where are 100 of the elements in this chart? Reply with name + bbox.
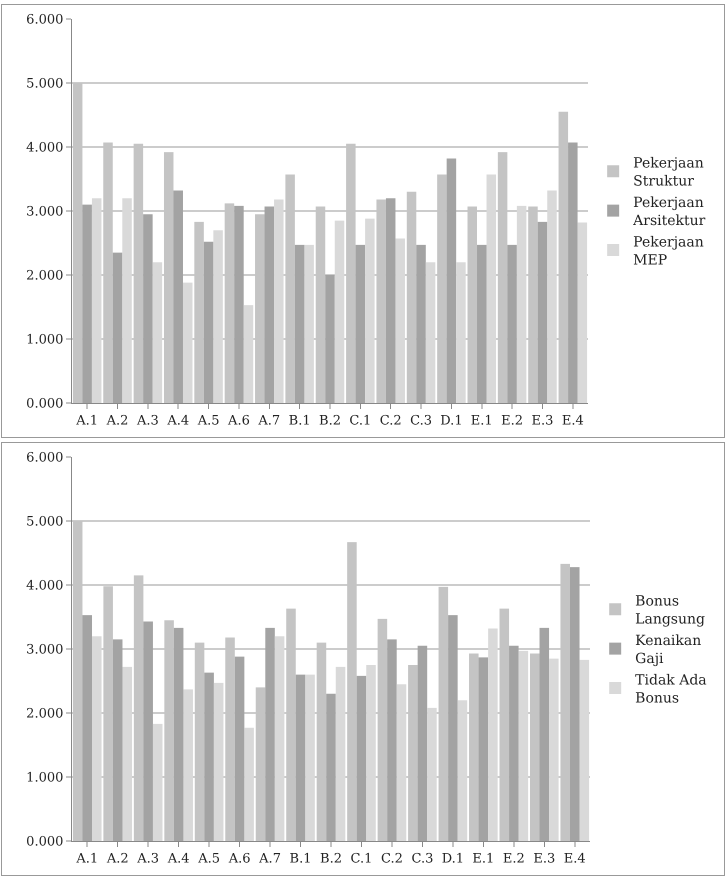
x-tick-label: B.1 <box>290 852 312 867</box>
bar <box>549 658 559 841</box>
bar <box>395 238 405 403</box>
bar <box>560 564 570 841</box>
bar <box>458 700 468 841</box>
x-tick-label: A.3 <box>136 414 159 429</box>
y-tick-label: 1.000 <box>26 332 64 348</box>
bar <box>143 214 153 403</box>
bar <box>214 682 224 841</box>
bar <box>478 657 488 841</box>
bar <box>103 586 113 841</box>
x-tick-label: C.1 <box>350 852 372 867</box>
x-tick-label: A.4 <box>166 852 190 867</box>
y-tick-label: 2.000 <box>26 268 64 284</box>
bar <box>316 206 326 403</box>
y-tick-label: 5.000 <box>26 514 64 530</box>
x-tick-label: E.3 <box>533 852 556 867</box>
bar <box>194 222 204 403</box>
bar <box>468 206 478 403</box>
bar <box>486 174 496 403</box>
bar <box>326 694 336 841</box>
x-tick-label: E.1 <box>470 414 493 429</box>
x-tick-label: C.3 <box>410 414 432 429</box>
bar <box>256 687 266 841</box>
x-tick-label: C.1 <box>349 414 372 429</box>
legend-label: Bonus Langsung <box>635 594 706 628</box>
bar <box>365 218 375 403</box>
x-tick-label: A.7 <box>258 852 281 867</box>
x-tick-label: B.2 <box>319 414 341 429</box>
x-tick-label: A.5 <box>196 414 220 429</box>
bar <box>213 230 223 403</box>
legend-label: Kenaikan Gaji <box>635 632 702 668</box>
bar <box>194 642 204 841</box>
bar <box>134 575 144 841</box>
x-tick-label: A.7 <box>257 414 280 429</box>
x-tick-label: E.1 <box>472 852 494 867</box>
bar <box>304 244 314 403</box>
legend-label: Pekerjaan MEP <box>633 234 704 269</box>
bar <box>376 199 386 403</box>
bar <box>334 220 344 403</box>
bar <box>477 244 487 403</box>
bar <box>500 608 510 841</box>
x-tick-label: A.6 <box>227 414 250 429</box>
x-tick-label: E.4 <box>564 852 586 867</box>
bar <box>437 174 447 403</box>
y-tick-label: 4.000 <box>26 578 64 594</box>
bar <box>488 628 498 841</box>
bar <box>507 244 517 403</box>
x-tick-label: E.2 <box>502 852 525 867</box>
x-tick-label: D.1 <box>442 852 464 867</box>
y-tick-label: 3.000 <box>26 204 64 220</box>
x-tick-label: A.1 <box>75 414 98 429</box>
bar <box>356 244 366 403</box>
bar <box>244 728 254 841</box>
bar <box>528 206 538 403</box>
bar <box>134 144 144 403</box>
bar <box>152 724 162 841</box>
bar <box>82 204 92 403</box>
bar <box>336 666 346 841</box>
bar <box>244 305 254 403</box>
bar <box>122 198 132 403</box>
x-tick-label: D.1 <box>440 414 463 429</box>
bar <box>438 586 448 841</box>
bar <box>416 244 426 403</box>
bar <box>274 636 284 841</box>
bar <box>112 252 122 403</box>
bar <box>103 142 113 403</box>
bar <box>558 112 568 403</box>
y-tick-label: 2.000 <box>26 706 64 722</box>
bar <box>82 615 92 841</box>
bar <box>538 222 548 403</box>
bar <box>547 190 557 403</box>
x-tick-label: A.1 <box>75 852 98 867</box>
bar <box>347 542 357 841</box>
bar <box>406 192 416 403</box>
bar <box>578 222 588 403</box>
y-tick-label: 5.000 <box>26 76 64 92</box>
bar <box>396 684 406 841</box>
x-tick-label: E.3 <box>532 414 554 429</box>
bar <box>518 650 528 841</box>
bar <box>427 708 437 841</box>
x-tick-label: C.2 <box>380 414 402 429</box>
bar <box>498 152 508 403</box>
bar <box>469 653 479 841</box>
bar <box>164 152 174 403</box>
bar <box>366 665 376 841</box>
bar <box>92 198 102 403</box>
bar <box>305 674 315 841</box>
legend-label: Pekerjaan Struktur <box>633 156 704 190</box>
bar <box>316 642 326 841</box>
bar <box>72 83 82 403</box>
x-tick-label: A.2 <box>106 852 129 867</box>
legend-label: Pekerjaan Arsitektur <box>632 194 706 230</box>
x-tick-label: A.4 <box>166 414 190 429</box>
x-tick-label: A.2 <box>106 414 128 429</box>
bar <box>346 144 356 403</box>
x-tick-label: A.6 <box>228 852 250 867</box>
bar <box>204 672 214 841</box>
bar <box>92 636 102 841</box>
y-tick-label: 4.000 <box>26 140 64 156</box>
